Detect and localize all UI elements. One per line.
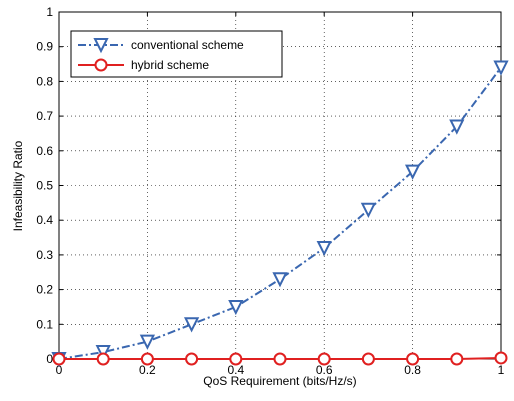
data-point-hybrid-scheme [140,352,154,366]
data-point-conventional-scheme [95,345,111,361]
data-point-hybrid-scheme [406,352,420,366]
y-tick-label: 0.6 [36,144,53,158]
data-point-hybrid-scheme [96,352,110,366]
y-axis-title: Infeasibility Ratio [11,140,25,231]
y-tick-label: 0.1 [36,317,53,331]
data-point-hybrid-scheme [450,352,464,366]
data-point-conventional-scheme [449,119,465,135]
data-point-conventional-scheme [272,272,288,288]
legend-marker-conventional [93,38,109,54]
data-point-hybrid-scheme [185,352,199,366]
data-point-conventional-scheme [183,317,200,333]
axis-ticks: 0 0.2 0.4 0.6 0.8 1 0 0.1 0.2 0.3 0.4 0.5 0.6 0.7 0.8 0… [36,5,504,377]
legend-label-hybrid: hybrid scheme [131,58,209,72]
data-point-conventional-scheme [493,60,509,76]
y-tick-label: 0.7 [36,109,53,123]
x-tick-label: 0 [56,363,63,377]
x-tick-label: 1 [498,363,505,377]
data-point-hybrid-scheme [229,352,243,366]
x-tick-label: 0.4 [227,363,244,377]
y-tick-label: 0.4 [36,213,53,227]
data-point-conventional-scheme [316,240,332,257]
legend-label-conventional: conventional scheme [131,38,244,52]
x-tick-label: 0.2 [139,363,156,377]
legend-marker-hybrid [94,58,108,72]
y-tick-label: 0.2 [36,283,53,297]
x-tick-label: 0.8 [404,363,421,377]
data-point-hybrid-scheme [494,351,508,365]
data-point-conventional-scheme [404,164,421,180]
data-point-hybrid-scheme [52,352,66,366]
series-layer [51,60,509,368]
y-tick-label: 0.9 [36,40,53,54]
y-tick-label: 0.3 [36,248,53,262]
data-point-conventional-scheme [360,202,377,219]
y-tick-label: 1 [46,5,53,19]
y-tick-label: 0.5 [36,179,53,193]
x-axis-title: QoS Requirement (bits/Hz/s) [203,374,356,388]
y-tick-label: 0 [46,352,53,366]
y-tick-label: 0.8 [36,74,53,88]
data-point-conventional-scheme [228,299,244,316]
legend: conventional scheme hybrid scheme [70,30,283,78]
data-point-hybrid-scheme [317,352,331,366]
x-tick-label: 0.6 [316,363,333,377]
data-point-hybrid-scheme [273,352,287,366]
data-point-conventional-scheme [139,334,156,350]
data-point-hybrid-scheme [361,352,375,366]
series-line-conventional-scheme [58,66,502,360]
